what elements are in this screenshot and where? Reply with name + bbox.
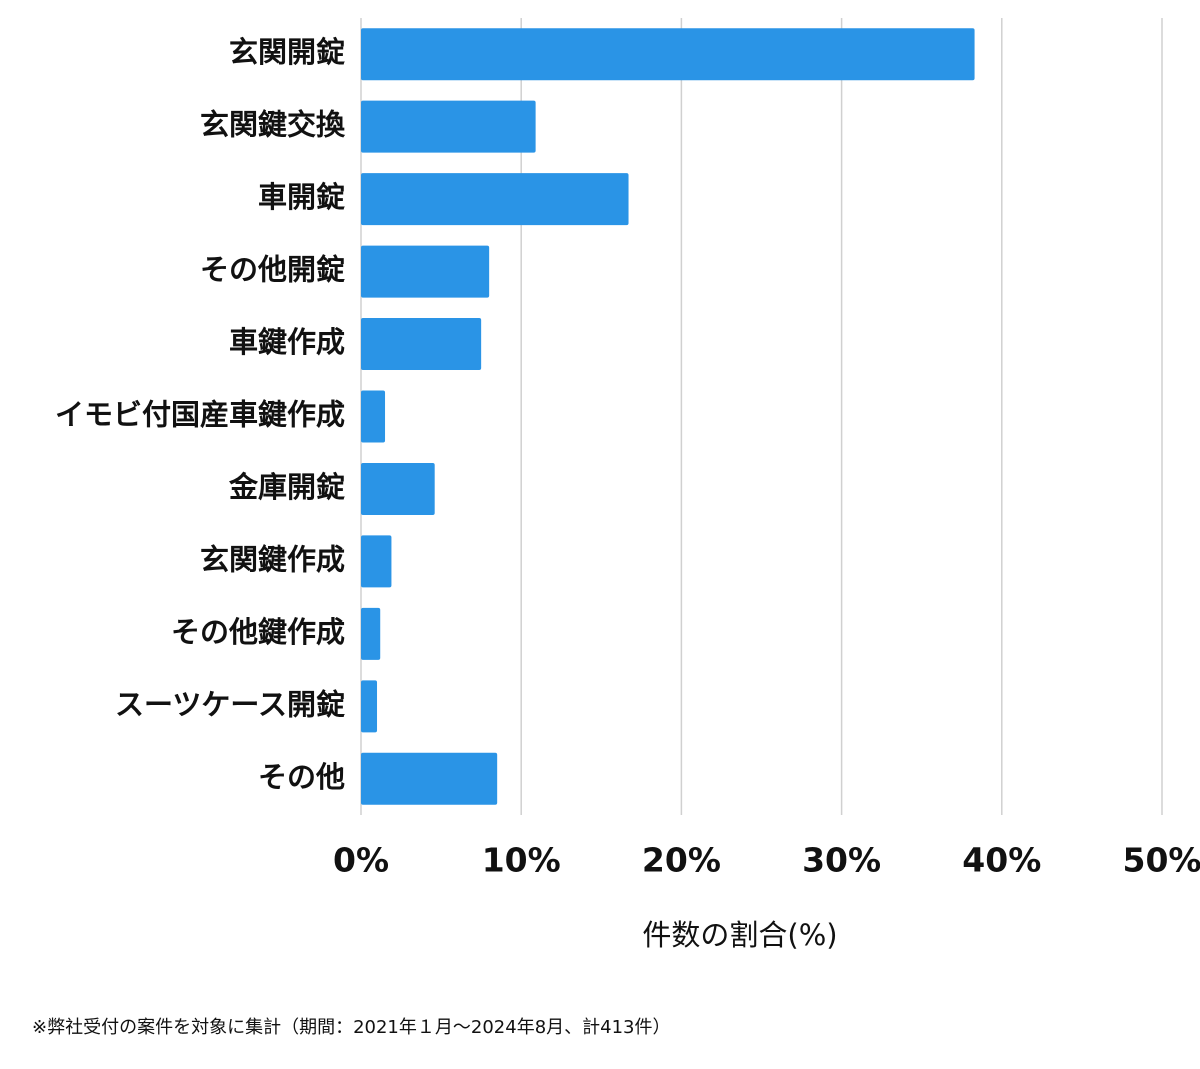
- bar: [361, 680, 378, 733]
- bar: [361, 100, 536, 153]
- y-tick-label: その他鍵作成: [171, 615, 345, 649]
- bar: [361, 28, 975, 81]
- x-tick-label: 10%: [482, 841, 561, 880]
- y-tick-label: 車鍵作成: [229, 325, 345, 359]
- x-tick-label: 50%: [1123, 841, 1200, 880]
- bar: [361, 535, 392, 588]
- y-tick-label: その他開錠: [200, 253, 345, 287]
- y-tick-label: 玄関開錠: [229, 35, 345, 69]
- footnote: ※弊社受付の案件を対象に集計（期間：2021年１月〜2024年8月、計413件）: [32, 1017, 671, 1038]
- bar: [361, 462, 435, 515]
- bar: [361, 752, 498, 805]
- y-tick-label: 車開錠: [258, 180, 345, 214]
- y-tick-label: スーツケース開錠: [115, 687, 345, 721]
- x-tick-label: 30%: [802, 841, 881, 880]
- y-tick-label: 金庫開錠: [228, 470, 345, 504]
- y-tick-label: 玄関鍵作成: [200, 542, 345, 576]
- bar: [361, 245, 490, 298]
- x-axis-title: 件数の割合(%): [642, 918, 837, 952]
- bar: [361, 607, 381, 660]
- bar: [361, 390, 386, 443]
- bar: [361, 318, 482, 371]
- x-tick-label: 40%: [962, 841, 1041, 880]
- x-tick-label: 0%: [333, 841, 389, 880]
- bar: [361, 173, 629, 226]
- y-tick-label: イモビ付国産車鍵作成: [55, 398, 345, 432]
- y-tick-label: その他: [258, 760, 345, 794]
- y-tick-label: 玄関鍵交換: [200, 108, 346, 142]
- x-tick-label: 20%: [642, 841, 721, 880]
